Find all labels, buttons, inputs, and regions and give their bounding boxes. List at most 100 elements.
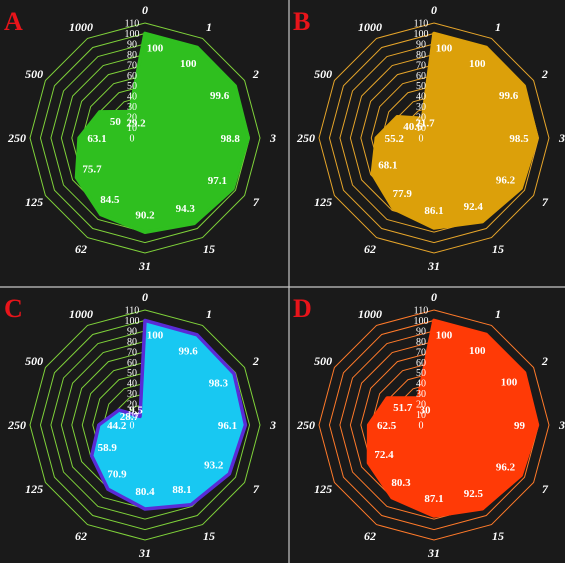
radial-tick-label: 100 [125, 29, 140, 40]
radial-tick-label: 30 [127, 389, 137, 400]
axis-label-250: 250 [296, 131, 315, 145]
data-label: 98.3 [209, 378, 229, 390]
axis-label-500: 500 [314, 354, 332, 368]
data-label: 21.7 [415, 117, 435, 129]
data-label: 96.2 [496, 461, 516, 473]
axis-label-7: 7 [542, 482, 549, 496]
axis-label-125: 125 [314, 195, 332, 209]
radial-tick-label: 70 [416, 347, 426, 358]
radial-tick-label: 60 [416, 71, 426, 82]
axis-label-125: 125 [25, 482, 43, 496]
radial-tick-label: 30 [416, 389, 426, 400]
axis-label-1000: 1000 [358, 20, 382, 34]
radar-panel-b: 0102030405060708090100110012371531621252… [293, 3, 565, 273]
radial-tick-label: 20 [416, 400, 426, 411]
data-label: 88.1 [172, 484, 191, 496]
radial-tick-label: 30 [416, 102, 426, 113]
axis-label-2: 2 [252, 354, 259, 368]
data-label: 86.1 [424, 205, 443, 217]
axis-label-1: 1 [206, 307, 212, 321]
data-label: 90.2 [135, 209, 155, 221]
data-label: 100 [469, 345, 486, 357]
axis-label-3: 3 [269, 131, 276, 145]
axis-label-62: 62 [75, 242, 87, 256]
data-label: 63.1 [87, 133, 106, 145]
radial-tick-label: 90 [416, 326, 426, 337]
radial-tick-label: 100 [414, 29, 429, 40]
grid-ring [39, 319, 251, 531]
radial-tick-label: 20 [416, 113, 426, 124]
axis-label-2: 2 [541, 354, 548, 368]
axis-label-31: 31 [427, 546, 440, 560]
radar-panel-d: 0102030405060708090100110012371531621252… [293, 290, 565, 560]
radial-tick-label: 90 [127, 39, 137, 50]
radial-tick-label: 40 [127, 92, 137, 103]
axis-label-250: 250 [7, 418, 26, 432]
radial-tick-label: 10 [416, 410, 426, 421]
axis-label-3: 3 [558, 418, 565, 432]
data-label: 96.2 [496, 174, 516, 186]
axis-label-31: 31 [427, 259, 440, 273]
radial-tick-label: 30 [127, 102, 137, 113]
data-label: 55.2 [385, 133, 405, 145]
radial-tick-label: 80 [127, 337, 137, 348]
axis-label-500: 500 [25, 67, 43, 81]
axis-label-15: 15 [492, 242, 504, 256]
panel-letter-d: D [293, 294, 312, 323]
radial-tick-label: 100 [414, 316, 429, 327]
radial-tick-label: 50 [127, 368, 137, 379]
radial-tick-label: 100 [125, 316, 140, 327]
axis-label-3: 3 [558, 131, 565, 145]
axis-label-31: 31 [138, 546, 151, 560]
data-label: 50 [110, 116, 122, 128]
axis-label-62: 62 [364, 242, 376, 256]
axis-label-500: 500 [25, 354, 43, 368]
data-label: 94.3 [176, 203, 196, 215]
axis-label-0: 0 [142, 290, 148, 304]
axis-label-7: 7 [253, 195, 260, 209]
axis-label-15: 15 [203, 242, 215, 256]
axis-label-0: 0 [431, 290, 437, 304]
radial-tick-label: 80 [416, 50, 426, 61]
radial-tick-label: 110 [414, 306, 429, 317]
radial-tick-label: 20 [127, 113, 137, 124]
data-label: 97.1 [208, 175, 227, 187]
radial-tick-label: 110 [414, 19, 429, 30]
axis-label-0: 0 [142, 3, 148, 17]
radial-tick-label: 60 [127, 358, 137, 369]
data-label: 98.8 [221, 133, 241, 145]
axis-label-250: 250 [296, 418, 315, 432]
data-label: 80.3 [391, 477, 411, 489]
radial-tick-label: 70 [416, 60, 426, 71]
radial-tick-label: 70 [127, 347, 137, 358]
axis-label-1000: 1000 [358, 307, 382, 321]
data-label: 44.2 [107, 420, 127, 432]
axis-label-3: 3 [269, 418, 276, 432]
data-label: 100 [436, 329, 453, 341]
radial-tick-label: 40 [416, 92, 426, 103]
radial-tick-label: 10 [127, 410, 137, 421]
data-label: 100 [469, 58, 486, 70]
data-label: 100 [147, 42, 164, 54]
axis-label-15: 15 [203, 529, 215, 543]
data-label: 40.6 [403, 121, 423, 133]
data-label: 51.7 [393, 402, 413, 414]
radial-tick-label: 10 [127, 123, 137, 134]
panel-letter-b: B [293, 7, 310, 36]
data-label: 93.2 [204, 460, 224, 472]
grid-ring [29, 309, 261, 541]
axis-label-125: 125 [25, 195, 43, 209]
data-label: 99.6 [178, 345, 198, 357]
data-label: 84.5 [100, 194, 120, 206]
data-polygon [370, 31, 539, 230]
data-label: 29.2 [126, 117, 146, 129]
data-label: 98.5 [509, 133, 529, 145]
axis-label-1000: 1000 [69, 307, 93, 321]
radial-tick-label: 20 [127, 400, 137, 411]
data-label: 100 [180, 58, 197, 70]
radial-tick-label: 10 [416, 123, 426, 134]
data-label: 62.5 [377, 420, 397, 432]
radial-tick-label: 0 [130, 134, 135, 145]
